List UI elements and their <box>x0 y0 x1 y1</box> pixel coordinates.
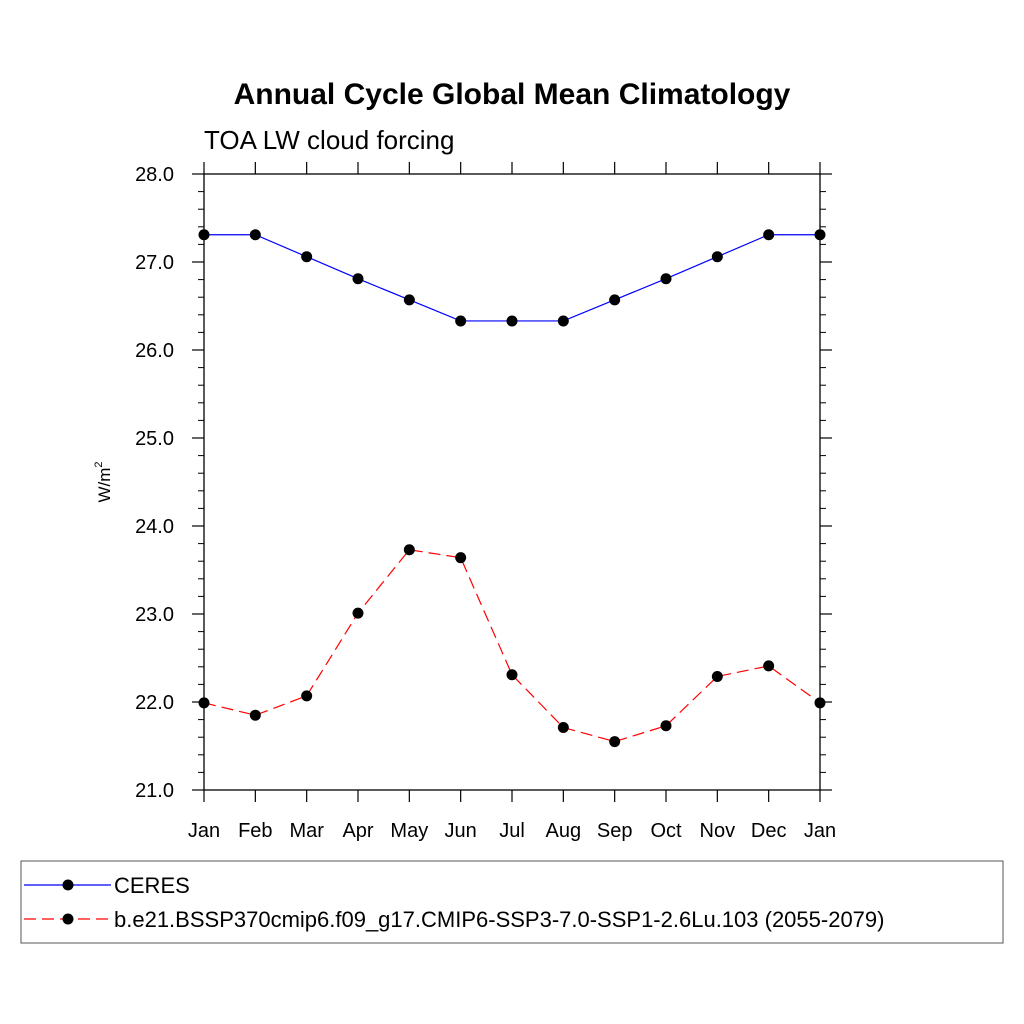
data-point <box>249 229 261 241</box>
y-tick-label: 25.0 <box>135 428 174 450</box>
x-tick-label: Sep <box>597 820 633 842</box>
x-tick-label: Aug <box>546 820 582 842</box>
x-tick-label: Apr <box>342 820 373 842</box>
data-point <box>301 690 313 702</box>
data-point <box>403 544 415 556</box>
data-point <box>763 660 775 672</box>
data-point <box>455 315 467 327</box>
y-tick-label: 21.0 <box>135 780 174 802</box>
legend-marker <box>62 913 74 925</box>
x-tick-label: Jul <box>499 820 525 842</box>
y-tick-label: 27.0 <box>135 252 174 274</box>
y-tick-label: 23.0 <box>135 604 174 626</box>
chart-title: Annual Cycle Global Mean Climatology <box>234 78 791 111</box>
x-tick-label: Jun <box>445 820 477 842</box>
y-axis-label-superscript: 2 <box>93 461 105 467</box>
data-point <box>557 315 569 327</box>
data-point <box>352 607 364 619</box>
x-tick-label: Jan <box>804 820 836 842</box>
legend-box <box>20 860 1004 944</box>
x-tick-label: Jan <box>188 820 220 842</box>
series-2 <box>198 544 826 748</box>
y-axis-label-text: W/m <box>95 468 114 503</box>
data-point <box>609 294 621 306</box>
plot-frame <box>203 173 821 791</box>
x-tick-label: Nov <box>700 820 736 842</box>
data-point <box>301 251 313 263</box>
legend-marker <box>62 879 74 891</box>
data-point <box>506 669 518 681</box>
data-point <box>557 722 569 734</box>
x-tick-label: Feb <box>238 820 272 842</box>
data-point <box>506 315 518 327</box>
data-point <box>763 229 775 241</box>
x-tick-label: Dec <box>751 820 787 842</box>
series-line <box>204 234 820 322</box>
data-point <box>660 720 672 732</box>
axis-ticks <box>192 162 832 802</box>
legend: CERES b.e21.BSSP370cmip6.f09_g17.CMIP6-SS… <box>20 860 1004 944</box>
data-point <box>711 670 723 682</box>
series-layer <box>198 229 826 748</box>
data-point <box>455 552 467 564</box>
series-1 <box>198 229 826 327</box>
x-tick-label: May <box>390 820 428 842</box>
legend-item-1: CERES <box>24 873 190 898</box>
data-point <box>352 273 364 285</box>
legend-label: CERES <box>114 873 190 898</box>
legend-items: CERES b.e21.BSSP370cmip6.f09_g17.CMIP6-SS… <box>24 873 884 932</box>
y-tick-label: 28.0 <box>135 164 174 186</box>
x-tick-label: Oct <box>650 820 682 842</box>
data-point <box>609 736 621 748</box>
data-point <box>249 709 261 721</box>
data-point <box>660 273 672 285</box>
y-axis-label: W/m2 <box>93 461 114 502</box>
y-tick-label: 24.0 <box>135 516 174 538</box>
svg-text:W/m2: W/m2 <box>93 461 114 502</box>
x-tick-label: Mar <box>289 820 324 842</box>
tick-labels: 21.0 22.0 23.0 24.0 25.0 26.0 27.0 28.0 Jan Feb Ma… <box>135 164 836 842</box>
data-point <box>711 251 723 263</box>
chart-subtitle: TOA LW cloud forcing <box>204 125 454 155</box>
series-line <box>203 549 821 743</box>
data-point <box>403 294 415 306</box>
legend-item-2: b.e21.BSSP370cmip6.f09_g17.CMIP6-SSP3-7.… <box>24 907 884 932</box>
legend-label: b.e21.BSSP370cmip6.f09_g17.CMIP6-SSP3-7.… <box>114 907 884 932</box>
y-tick-label: 26.0 <box>135 340 174 362</box>
y-tick-label: 22.0 <box>135 692 174 714</box>
